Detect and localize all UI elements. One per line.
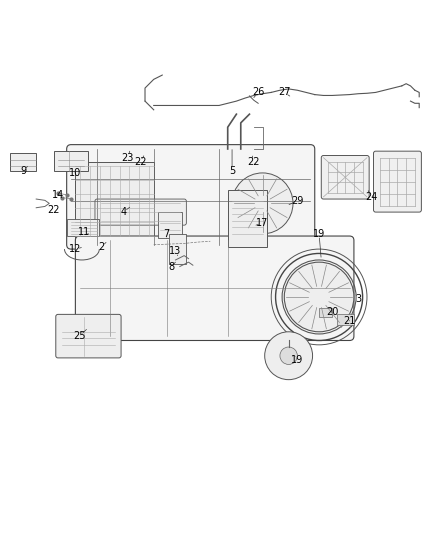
Text: 22: 22 (247, 157, 260, 167)
Text: 17: 17 (256, 218, 268, 228)
Circle shape (284, 262, 354, 332)
Text: 12: 12 (69, 244, 81, 254)
Text: 19: 19 (291, 355, 304, 365)
Text: 19: 19 (313, 229, 325, 239)
Text: 4: 4 (120, 207, 126, 217)
Text: 13: 13 (170, 246, 182, 256)
Text: 5: 5 (229, 166, 235, 176)
Bar (158, 212, 182, 238)
Text: 23: 23 (121, 152, 134, 163)
Text: 27: 27 (278, 87, 290, 98)
Text: 21: 21 (343, 316, 356, 326)
Text: 10: 10 (69, 168, 81, 178)
Text: 14: 14 (52, 190, 64, 200)
Text: 11: 11 (78, 227, 90, 237)
FancyBboxPatch shape (321, 156, 369, 199)
Bar (336, 314, 354, 325)
Text: 25: 25 (74, 331, 86, 341)
Text: 22: 22 (47, 205, 60, 215)
FancyBboxPatch shape (67, 144, 315, 249)
Text: 8: 8 (168, 262, 174, 271)
Circle shape (280, 347, 297, 365)
Circle shape (232, 173, 293, 234)
Text: 9: 9 (20, 166, 26, 176)
Circle shape (265, 332, 313, 379)
FancyBboxPatch shape (374, 151, 421, 212)
Bar (228, 190, 267, 247)
Bar (75, 162, 154, 240)
FancyBboxPatch shape (95, 199, 186, 225)
Text: 26: 26 (252, 87, 265, 98)
Text: 20: 20 (326, 307, 338, 317)
Bar (67, 219, 99, 236)
Text: 7: 7 (164, 229, 170, 239)
Bar (169, 234, 186, 264)
Text: 2: 2 (99, 242, 105, 252)
Text: 22: 22 (134, 157, 147, 167)
FancyBboxPatch shape (56, 314, 121, 358)
Text: 3: 3 (355, 294, 361, 304)
Bar (319, 308, 332, 317)
FancyBboxPatch shape (75, 236, 354, 341)
Text: 29: 29 (291, 196, 304, 206)
Bar (10, 154, 36, 171)
Text: 24: 24 (365, 192, 378, 202)
Bar (53, 151, 88, 171)
